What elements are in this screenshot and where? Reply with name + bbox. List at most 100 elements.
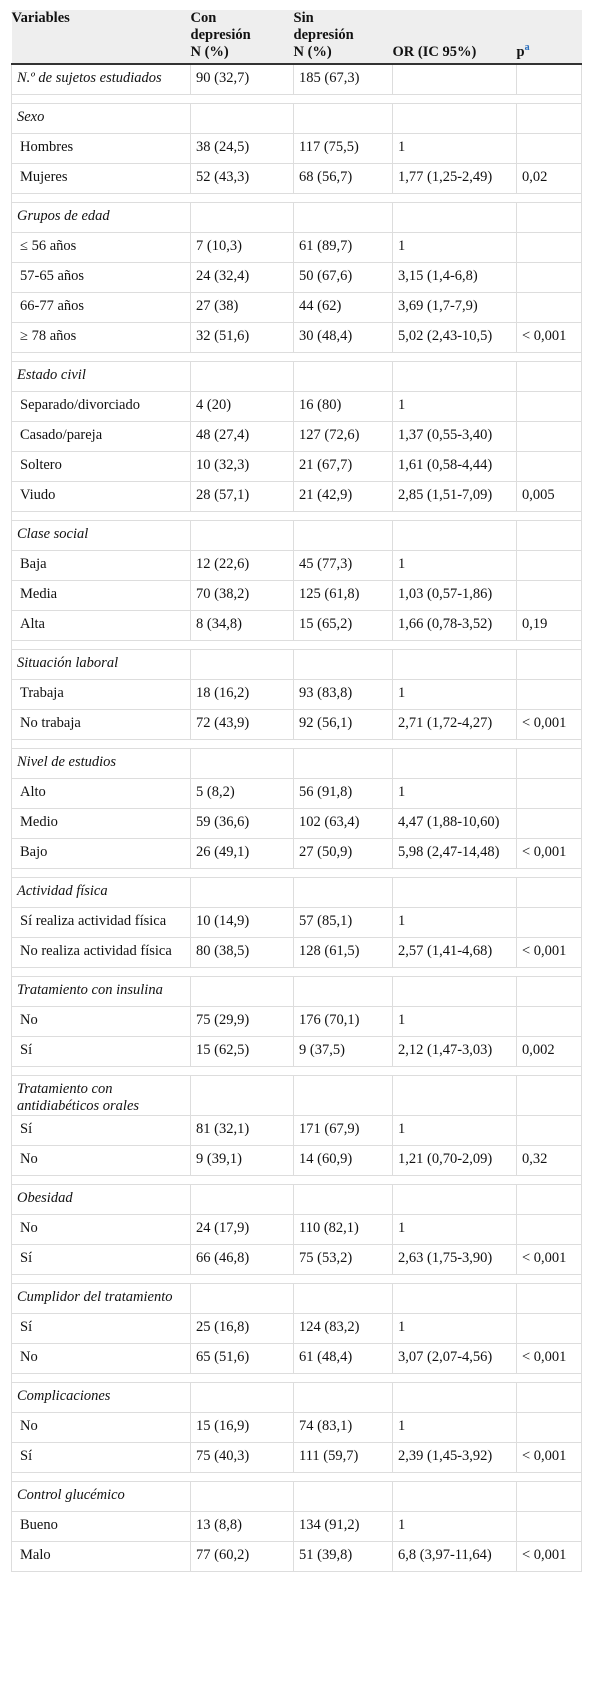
cell: 117 (75,5) [293,133,393,164]
header-cell: Con depresión N (%) [190,10,294,65]
row-label: Media [11,580,191,611]
cell: 1,03 (0,57-1,86) [392,580,517,611]
empty-cell [516,748,582,779]
cell: 51 (39,8) [293,1541,393,1572]
footnote-link[interactable]: a [524,42,530,54]
data-row: No 75 (29,9) 176 (70,1) 1 [11,1006,582,1037]
cell: 21 (42,9) [293,481,393,512]
cell: 0,02 [516,163,582,194]
data-row: No realiza actividad física 80 (38,5) 128 … [11,937,582,968]
cell: 14 (60,9) [293,1145,393,1176]
cell: 0,19 [516,610,582,641]
cell: 5,02 (2,43-10,5) [392,322,517,353]
group-row: Tratamiento con insulina [11,976,582,1007]
row-label: No trabaja [11,709,191,740]
cell: 4 (20) [190,391,294,422]
row-label: Hombres [11,133,191,164]
data-row: No 24 (17,9) 110 (82,1) 1 [11,1214,582,1245]
header-cell: OR (IC 95%) [392,10,517,65]
empty-cell [190,877,294,908]
data-row: Sí 15 (62,5) 9 (37,5) 2,12 (1,47-3,03) 0,002 [11,1036,582,1067]
header-text: Sin [293,10,314,26]
empty-cell [293,748,393,779]
empty-cell [516,1115,582,1146]
cell: 5 (8,2) [190,778,294,809]
cell: 56 (91,8) [293,778,393,809]
row-label: Malo [11,1541,191,1572]
cell: 81 (32,1) [190,1115,294,1146]
empty-cell [190,1283,294,1314]
empty-cell [516,421,582,452]
empty-cell [190,1184,294,1215]
cell: 52 (43,3) [190,163,294,194]
cell: 128 (61,5) [293,937,393,968]
empty-cell [516,103,582,134]
spacer-cell [11,352,582,362]
cell: 28 (57,1) [190,481,294,512]
header-row: Variables Con depresión N (%) Sin depresión N … [11,10,582,65]
empty-cell [516,580,582,611]
group-row: Control glucémico [11,1481,582,1512]
cell: 2,71 (1,72-4,27) [392,709,517,740]
cell: 25 (16,8) [190,1313,294,1344]
group-row: Nivel de estudios [11,748,582,779]
cell: 1,77 (1,25-2,49) [392,163,517,194]
data-row: Soltero 10 (32,3) 21 (67,7) 1,61 (0,58-4,44… [11,451,582,482]
group-row: Cumplidor del tratamiento [11,1283,582,1314]
header-cell: pa [516,10,582,65]
empty-cell [516,361,582,392]
spacer-row [11,352,582,362]
group-title: Obesidad [11,1184,191,1215]
cell: 2,63 (1,75-3,90) [392,1244,517,1275]
cell: 15 (16,9) [190,1412,294,1443]
group-row: Clase social [11,520,582,551]
row-label: Bajo [11,838,191,869]
cell: 5,98 (2,47-14,48) [392,838,517,869]
row-label: Medio [11,808,191,839]
cell: 2,85 (1,51-7,09) [392,481,517,512]
cell: 1 [392,679,517,710]
cell: 1 [392,778,517,809]
data-row: Trabaja 18 (16,2) 93 (83,8) 1 [11,679,582,710]
cell: 27 (38) [190,292,294,323]
cell: 72 (43,9) [190,709,294,740]
row-label: Alta [11,610,191,641]
group-title: Actividad física [11,877,191,908]
spacer-cell [11,967,582,977]
header-cell: Sin depresión N (%) [293,10,393,65]
group-title: Sexo [11,103,191,134]
data-row: Sí 25 (16,8) 124 (83,2) 1 [11,1313,582,1344]
cell: 15 (65,2) [293,610,393,641]
data-row: Media 70 (38,2) 125 (61,8) 1,03 (0,57-1,86) [11,580,582,611]
data-row: ≤ 56 años 7 (10,3) 61 (89,7) 1 [11,232,582,263]
empty-cell [190,976,294,1007]
data-row: Sí 66 (46,8) 75 (53,2) 2,63 (1,75-3,90) < 0,… [11,1244,582,1275]
group-title: Estado civil [11,361,191,392]
cell: 24 (32,4) [190,262,294,293]
data-row: Alta 8 (34,8) 15 (65,2) 1,66 (0,78-3,52) 0,1… [11,610,582,641]
cell: < 0,001 [516,937,582,968]
empty-cell [516,907,582,938]
empty-cell [516,1075,582,1116]
cell: 1 [392,232,517,263]
empty-cell [516,679,582,710]
cell: 1 [392,1115,517,1146]
row-label: ≥ 78 años [11,322,191,353]
cell: 6,8 (3,97-11,64) [392,1541,517,1572]
cell: 70 (38,2) [190,580,294,611]
header-text: pa [517,38,577,61]
spacer-row [11,1274,582,1284]
data-row: Baja 12 (22,6) 45 (77,3) 1 [11,550,582,581]
empty-cell [516,877,582,908]
row-label: No realiza actividad física [11,937,191,968]
spacer-row [11,94,582,104]
empty-cell [516,391,582,422]
cell: 1 [392,133,517,164]
spacer-cell [11,511,582,521]
cell: 59 (36,6) [190,808,294,839]
empty-cell [392,976,517,1007]
header-text: Variables [11,10,70,26]
cell: 75 (40,3) [190,1442,294,1473]
spacer-row [11,868,582,878]
footnote-mark: a [525,39,530,53]
